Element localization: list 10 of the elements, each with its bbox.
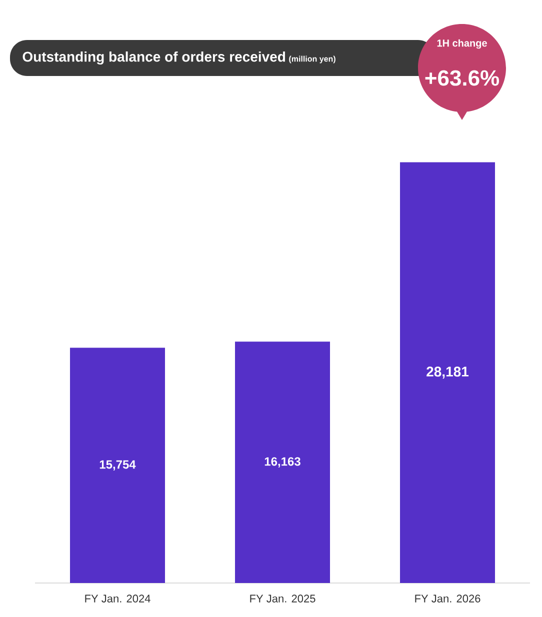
x-tick-label: FY Jan. 2024	[85, 594, 150, 602]
data-label: 16,163	[264, 457, 300, 468]
chart-title: Outstanding balance of orders received	[22, 51, 286, 65]
data-label: 28,181	[426, 366, 469, 379]
x-tick-label: FY Jan. 2025	[250, 594, 316, 602]
chart-subtitle: (million yen)	[289, 56, 336, 64]
x-tick-label: FY Jan. 2026	[415, 594, 480, 602]
text: 1H change	[437, 39, 487, 49]
data-label: 15,754	[100, 460, 136, 470]
text: +63.6%	[425, 70, 500, 86]
